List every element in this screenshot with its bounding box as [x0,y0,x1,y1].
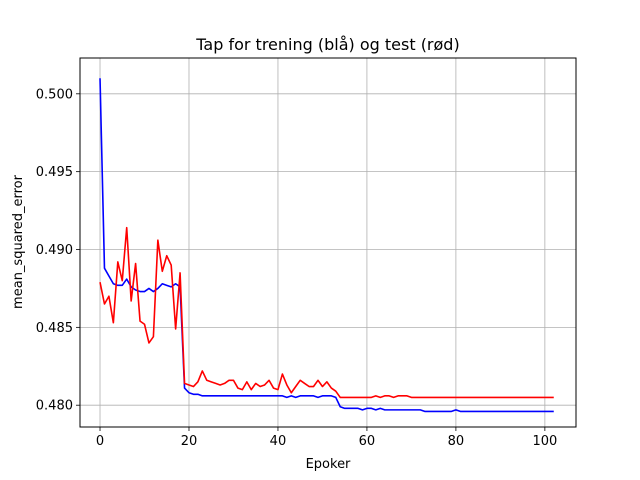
series-line-red [99,226,554,399]
series-layer [99,78,554,413]
ticks: 0 20 40 60 80 100 0.480 0.485 0.490 0.495 0.500 [36,87,557,449]
y-tick-label: 0.500 [36,87,73,102]
grid [80,58,576,427]
x-tick-label: 20 [181,434,198,449]
x-tick-label: 60 [359,434,376,449]
y-tick-label: 0.490 [36,243,73,258]
y-axis-label: mean_squared_error [11,174,26,309]
chart-title: Tap for trening (blå) og test (rød) [195,35,459,54]
x-axis-label: Epoker [306,457,351,472]
y-tick-label: 0.480 [36,399,73,414]
y-tick-label: 0.495 [36,165,73,180]
series-line-blue [99,78,554,413]
x-tick-label: 40 [270,434,287,449]
x-tick-label: 0 [96,434,104,449]
x-tick-label: 100 [532,434,557,449]
x-tick-label: 80 [448,434,465,449]
plot-frame [79,57,577,428]
y-tick-label: 0.485 [36,321,73,336]
